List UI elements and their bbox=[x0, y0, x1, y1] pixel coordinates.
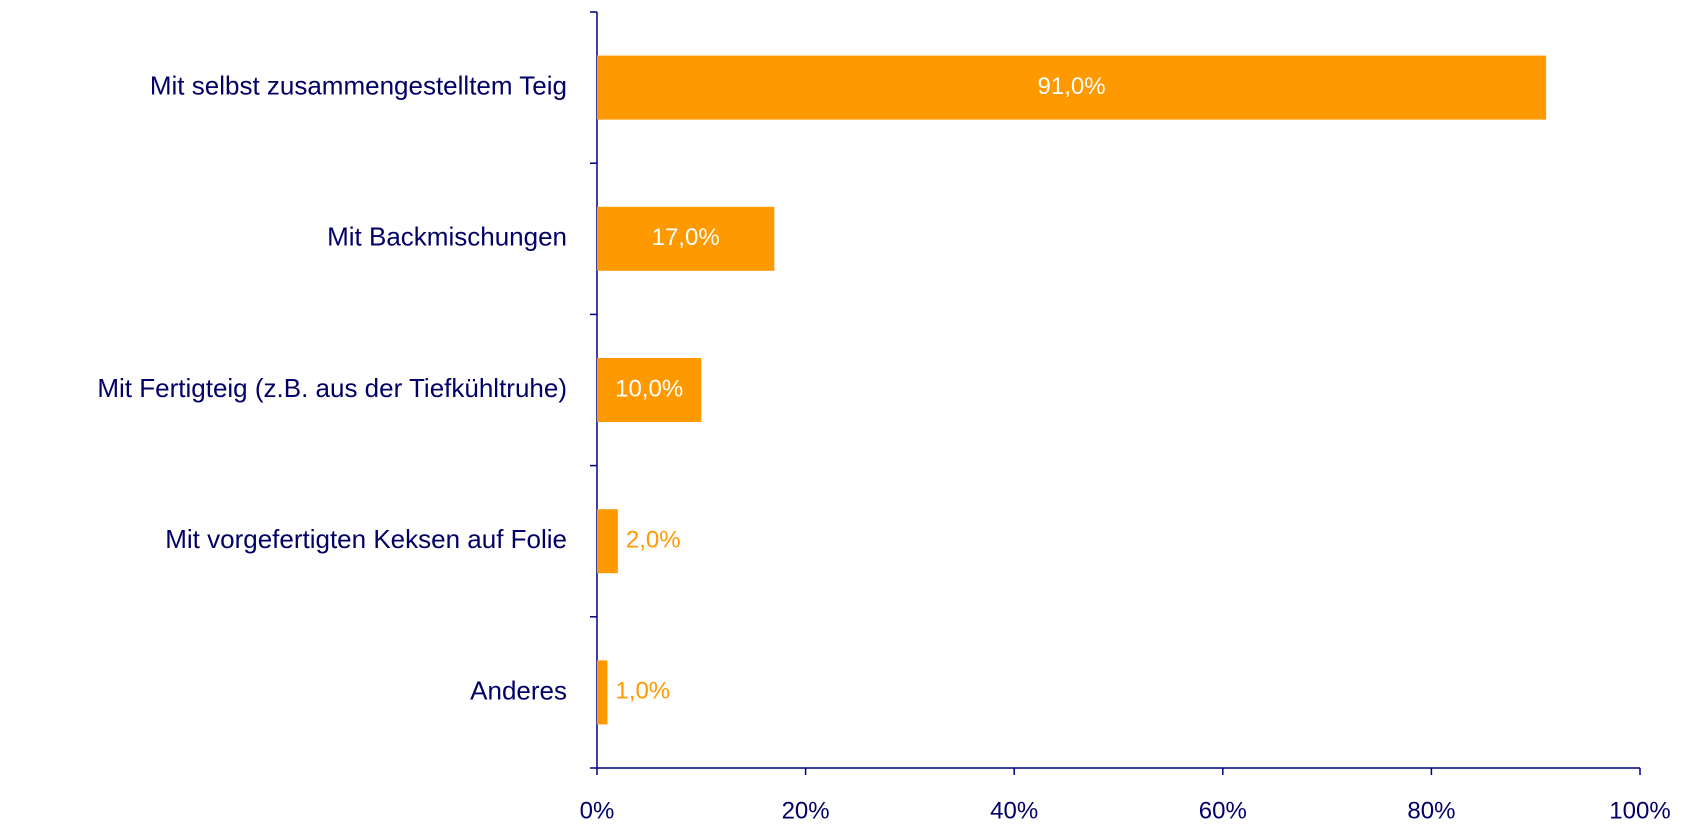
category-label: Anderes bbox=[470, 675, 567, 705]
value-label: 1,0% bbox=[615, 678, 670, 705]
bar bbox=[597, 358, 702, 422]
x-tick-label: 0% bbox=[580, 797, 615, 824]
bar bbox=[597, 509, 618, 574]
x-tick-label: 20% bbox=[782, 797, 830, 824]
category-label: Mit selbst zusammengestelltem Teig bbox=[150, 70, 567, 100]
value-label: 91,0% bbox=[1038, 73, 1106, 100]
x-tick-label: 60% bbox=[1199, 797, 1247, 824]
bar bbox=[597, 55, 1547, 120]
value-label: 10,0% bbox=[615, 375, 683, 402]
bar bbox=[597, 660, 608, 725]
x-tick-label: 100% bbox=[1609, 797, 1670, 824]
x-tick-label: 40% bbox=[990, 797, 1038, 824]
category-label: Mit vorgefertigten Keksen auf Folie bbox=[165, 524, 567, 554]
bar bbox=[597, 206, 775, 271]
value-label: 2,0% bbox=[626, 527, 681, 554]
category-label: Mit Backmischungen bbox=[327, 222, 567, 252]
category-label: Mit Fertigteig (z.B. aus der Tiefkühltru… bbox=[97, 373, 567, 403]
x-tick-label: 80% bbox=[1407, 797, 1455, 824]
value-label: 17,0% bbox=[652, 224, 720, 251]
